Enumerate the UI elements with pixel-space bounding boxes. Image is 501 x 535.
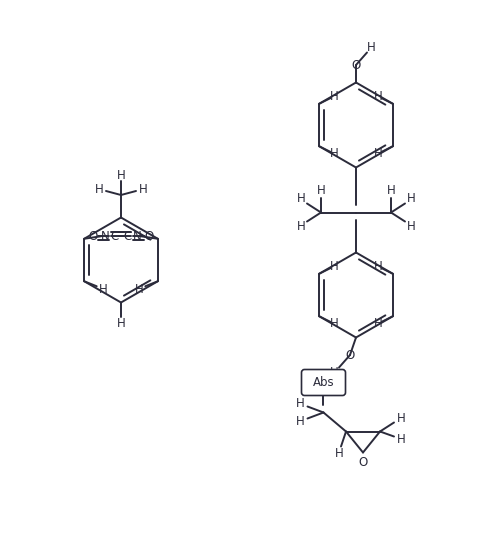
Text: C: C bbox=[123, 230, 132, 243]
Text: H: H bbox=[334, 447, 343, 460]
Text: H: H bbox=[329, 90, 338, 103]
FancyBboxPatch shape bbox=[301, 370, 345, 395]
Text: H: H bbox=[406, 220, 414, 233]
Text: H: H bbox=[373, 260, 381, 273]
Text: O: O bbox=[351, 58, 360, 72]
Text: H: H bbox=[329, 317, 338, 330]
Text: H: H bbox=[373, 317, 381, 330]
Text: H: H bbox=[366, 41, 375, 54]
Text: H: H bbox=[116, 317, 125, 330]
Text: H: H bbox=[406, 192, 414, 205]
Text: C: C bbox=[110, 230, 118, 243]
Text: N: N bbox=[132, 230, 141, 243]
Text: H: H bbox=[296, 220, 305, 233]
Text: H: H bbox=[396, 433, 405, 446]
Text: Abs: Abs bbox=[312, 376, 334, 389]
Text: H: H bbox=[373, 90, 381, 103]
Text: O: O bbox=[345, 348, 354, 362]
Text: H: H bbox=[138, 182, 147, 195]
Text: H: H bbox=[296, 397, 304, 410]
Text: H: H bbox=[99, 283, 107, 296]
Text: H: H bbox=[316, 184, 325, 197]
Text: H: H bbox=[116, 169, 125, 181]
Text: H: H bbox=[396, 412, 405, 425]
Text: O: O bbox=[144, 230, 153, 243]
Text: O: O bbox=[89, 230, 98, 243]
Text: H: H bbox=[329, 147, 338, 160]
Text: O: O bbox=[358, 456, 367, 469]
Text: H: H bbox=[329, 366, 338, 379]
Text: H: H bbox=[386, 184, 395, 197]
Text: H: H bbox=[329, 260, 338, 273]
Text: H: H bbox=[296, 415, 304, 428]
Text: H: H bbox=[373, 147, 381, 160]
Text: H: H bbox=[134, 283, 143, 296]
Text: H: H bbox=[296, 192, 305, 205]
Text: N: N bbox=[101, 230, 109, 243]
Text: H: H bbox=[94, 182, 103, 195]
